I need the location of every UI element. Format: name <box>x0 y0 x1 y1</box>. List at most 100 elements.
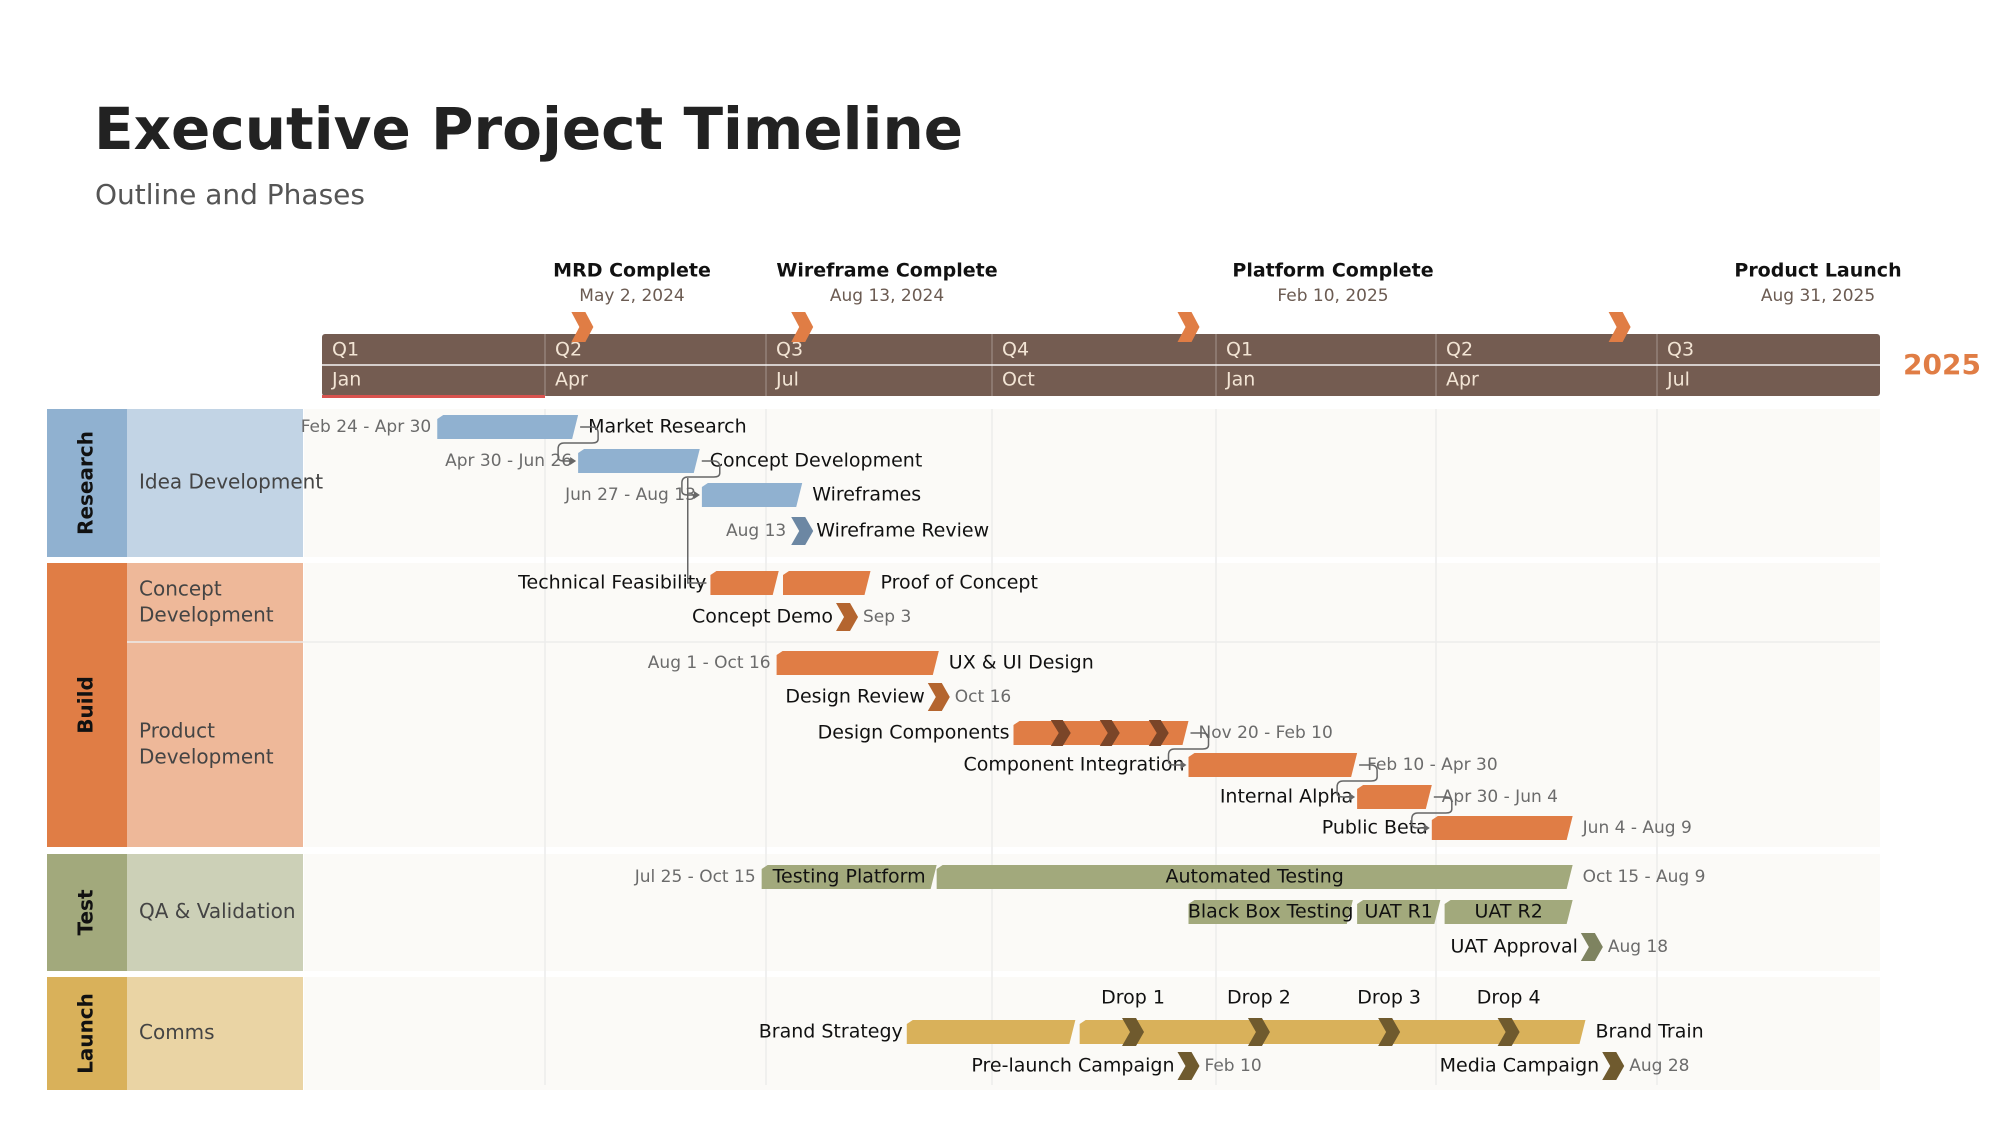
bar-brand-strategy <box>906 1020 1076 1044</box>
bar-uat-r2 <box>1444 900 1573 924</box>
bar-date: Feb 10 - Apr 30 <box>1367 755 1498 775</box>
bar-date: Jul 25 - Oct 15 <box>634 867 756 887</box>
bar-black-box-testing <box>1188 900 1353 924</box>
quarter-label: Q4 <box>1002 339 1029 361</box>
milestone-label: Drop 2 <box>1227 987 1291 1009</box>
bar-technical-feasibility <box>710 571 779 595</box>
group-comms <box>127 977 303 1090</box>
bar-uat-r1 <box>1357 900 1441 924</box>
milestone-drop-2 <box>1247 1018 1270 1046</box>
bar-label: Public Beta <box>1322 817 1428 839</box>
milestone-date: Aug 31, 2025 <box>1761 286 1875 306</box>
bar-label: UAT R2 <box>1474 901 1542 923</box>
dependency-connector <box>1167 732 1210 766</box>
dependency-connector <box>681 460 721 496</box>
bar-ux-and-ui-design <box>776 651 939 675</box>
bar-market-research <box>437 415 579 439</box>
month-label: Oct <box>1002 369 1035 391</box>
page-title: Executive Project Timeline <box>94 95 964 163</box>
dependency-connector <box>687 478 707 584</box>
dependency-connector-arrow <box>1423 824 1430 832</box>
milestone-label: Design Review <box>785 686 924 708</box>
bar-chevron <box>1050 720 1071 746</box>
milestone-title: Product Launch <box>1734 260 1901 282</box>
bar-label: UX & UI Design <box>949 652 1094 674</box>
milestone-title: MRD Complete <box>553 260 711 282</box>
swimlane-launch <box>47 977 127 1090</box>
dependency-connector-arrow <box>570 457 577 465</box>
milestone-media-campaign <box>1602 1052 1625 1080</box>
milestone-label: Drop 4 <box>1477 987 1541 1009</box>
today-indicator <box>322 395 545 398</box>
bar-label: Wireframes <box>812 484 921 506</box>
milestone-date: Aug 13, 2024 <box>830 286 944 306</box>
group-idea-development <box>127 409 303 557</box>
bar-proof-of-concept <box>782 571 871 595</box>
bar-label: Brand Train <box>1595 1021 1703 1043</box>
bar-label: Concept Development <box>710 450 923 472</box>
year-label: 2025 <box>1903 348 1981 381</box>
bar-label: Internal Alpha <box>1220 786 1353 808</box>
milestone-pre-launch-campaign <box>1177 1052 1200 1080</box>
milestone-date: Aug 28 <box>1629 1056 1689 1076</box>
milestone-drop-1 <box>1122 1018 1145 1046</box>
milestone-uat-approval <box>1580 933 1603 961</box>
milestone-marker <box>571 312 594 342</box>
swimlane-build <box>47 563 127 847</box>
quarter-label: Q2 <box>1446 339 1473 361</box>
milestone-date: Feb 10 <box>1205 1056 1262 1076</box>
bar-date: Jun 4 - Aug 9 <box>1582 818 1692 838</box>
bar-label: Component Integration <box>963 754 1184 776</box>
milestone-label: Wireframe Review <box>816 520 989 542</box>
bar-label: Design Components <box>818 722 1010 744</box>
dependency-connector-arrow <box>693 491 700 499</box>
bar-date: Oct 15 - Aug 9 <box>1583 867 1706 887</box>
dependency-connector-arrow <box>1180 761 1187 769</box>
bar-label: UAT R1 <box>1365 901 1433 923</box>
lane-background-build <box>304 563 1880 847</box>
milestone-label: Drop 1 <box>1101 987 1165 1009</box>
bar-testing-platform <box>761 865 937 889</box>
quarter-label: Q1 <box>1226 339 1253 361</box>
group-qa-and-validation <box>127 854 303 971</box>
month-label: Apr <box>1446 369 1479 391</box>
bar-wireframes <box>701 483 803 507</box>
group-label-product-development: Product Development <box>139 718 274 768</box>
milestone-label: Drop 3 <box>1357 987 1421 1009</box>
page-subtitle: Outline and Phases <box>95 178 365 211</box>
quarter-label: Q3 <box>1667 339 1694 361</box>
month-label: Jan <box>331 369 361 391</box>
milestone-wireframe-review <box>791 517 814 545</box>
milestone-date: Sep 3 <box>863 607 911 627</box>
dependency-connector <box>1411 796 1453 829</box>
bar-internal-alpha <box>1357 785 1432 809</box>
dependency-connector-arrow <box>1349 793 1356 801</box>
quarter-label: Q3 <box>776 339 803 361</box>
bar-date: Aug 1 - Oct 16 <box>648 653 771 673</box>
group-label-idea-development: Idea Development <box>139 470 323 494</box>
dependency-connector <box>1336 764 1378 798</box>
bar-public-beta <box>1431 816 1573 840</box>
month-label: Apr <box>555 369 588 391</box>
bar-chevron <box>1148 720 1169 746</box>
milestone-marker <box>1177 312 1200 342</box>
month-label: Jan <box>1225 369 1255 391</box>
milestone-date: Feb 10, 2025 <box>1277 286 1388 306</box>
bar-label: Automated Testing <box>1166 866 1344 888</box>
milestone-label: UAT Approval <box>1450 936 1577 958</box>
bar-date: Nov 20 - Feb 10 <box>1199 723 1333 743</box>
bar-label: Technical Feasibility <box>517 572 706 594</box>
month-label: Jul <box>775 369 799 391</box>
milestone-title: Wireframe Complete <box>776 260 997 282</box>
group-label-comms: Comms <box>139 1020 215 1044</box>
milestone-design-review <box>927 683 950 711</box>
bar-date: Feb 24 - Apr 30 <box>301 417 432 437</box>
milestone-date: Oct 16 <box>955 687 1011 707</box>
milestone-date: Aug 13 <box>726 521 786 541</box>
bar-chevron <box>1099 720 1120 746</box>
dependency-connector <box>557 426 599 462</box>
milestone-drop-3 <box>1378 1018 1401 1046</box>
bar-concept-development <box>578 449 700 473</box>
swimlane-research <box>47 409 127 557</box>
